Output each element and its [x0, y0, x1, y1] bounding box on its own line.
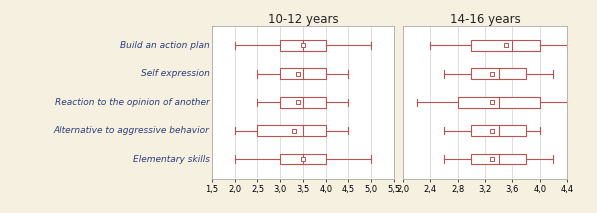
Bar [280, 68, 326, 79]
Text: Build an action plan: Build an action plan [120, 41, 210, 50]
Bar [472, 40, 540, 51]
Bar [472, 68, 526, 79]
Bar [280, 97, 326, 108]
Text: Reaction to the opinion of another: Reaction to the opinion of another [55, 98, 210, 107]
Text: Alternative to aggressive behavior: Alternative to aggressive behavior [54, 126, 210, 135]
Title: 14-16 years: 14-16 years [450, 13, 521, 26]
Bar [472, 154, 526, 164]
Bar [280, 40, 326, 51]
Text: Self expression: Self expression [141, 69, 210, 78]
Bar [280, 154, 326, 164]
Title: 10-12 years: 10-12 years [267, 13, 338, 26]
Bar [472, 125, 526, 136]
Text: Elementary skills: Elementary skills [133, 155, 210, 164]
Bar [257, 125, 326, 136]
Bar [458, 97, 540, 108]
